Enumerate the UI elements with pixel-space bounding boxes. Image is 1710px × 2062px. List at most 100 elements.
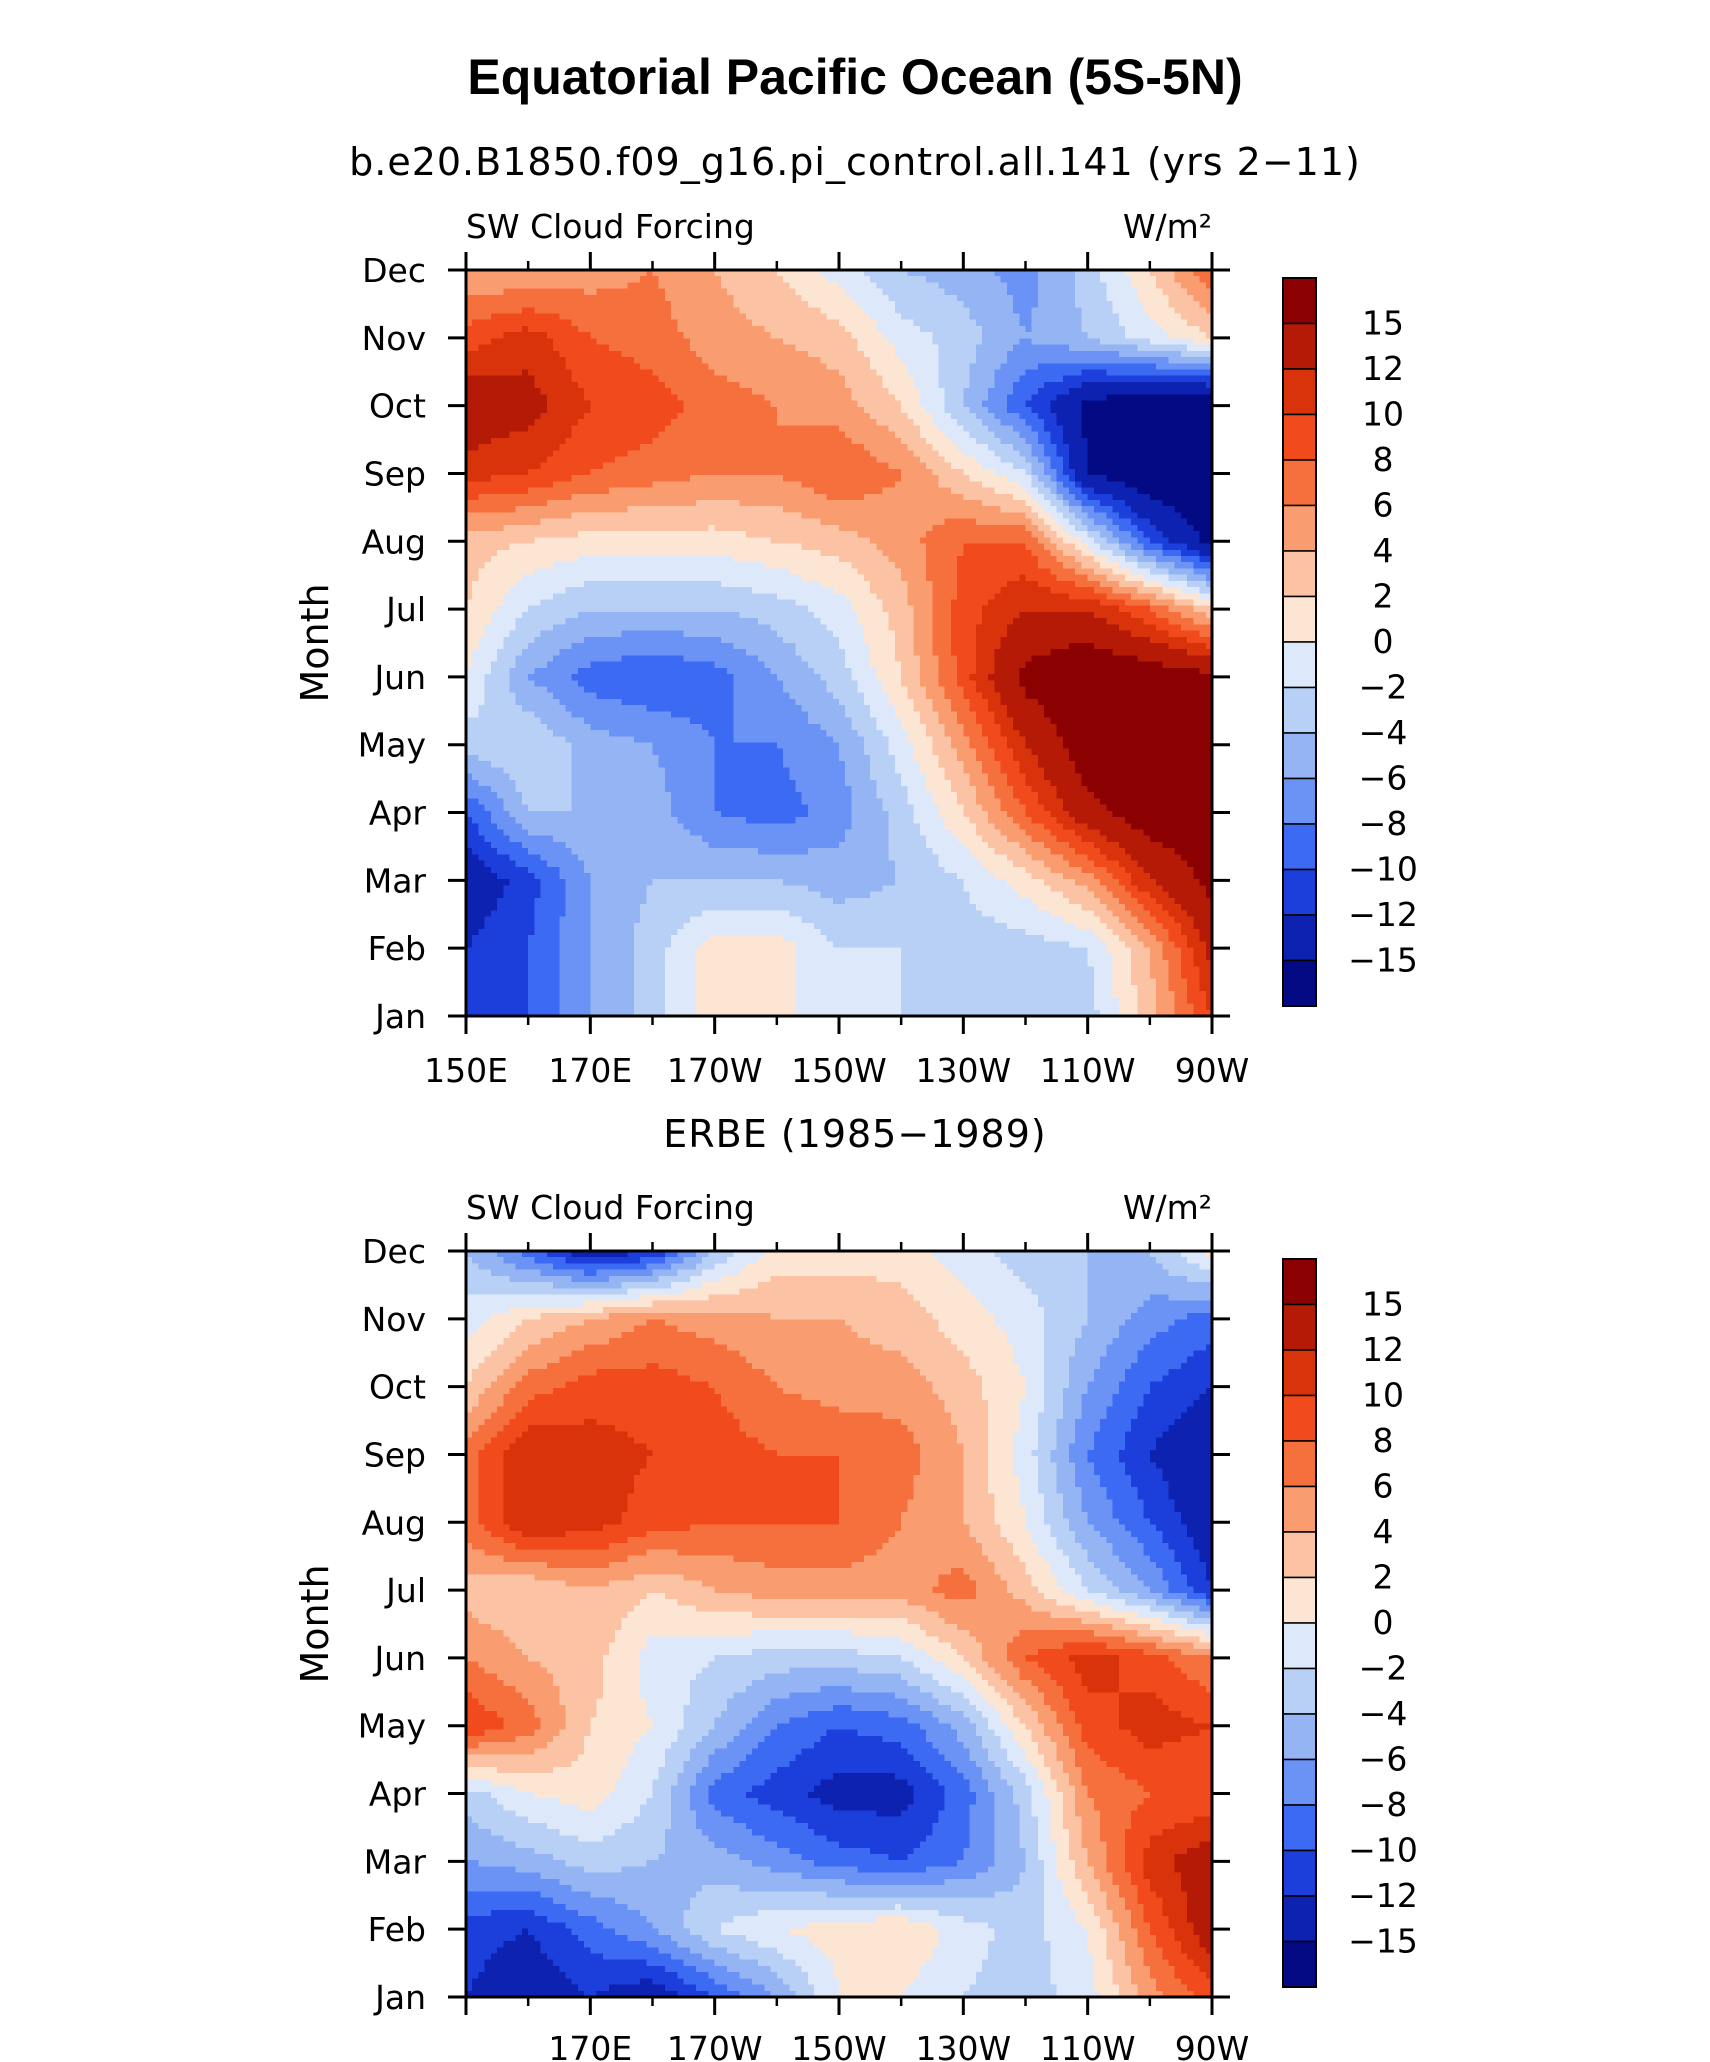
heatmap-cell: [789, 282, 796, 289]
heatmap-cell: [1144, 276, 1151, 283]
heatmap-cell: [597, 401, 604, 408]
heatmap-cell: [783, 332, 790, 339]
heatmap-cell: [497, 357, 504, 364]
heatmap-cell: [1032, 475, 1039, 482]
heatmap-cell: [808, 481, 815, 488]
heatmap-cell: [646, 432, 653, 439]
heatmap-cell: [1119, 506, 1126, 513]
heatmap-cell: [858, 332, 865, 339]
heatmap-cell: [727, 475, 734, 482]
heatmap-cell: [559, 363, 566, 370]
heatmap-cell: [839, 432, 846, 439]
heatmap-cell: [901, 481, 908, 488]
heatmap-cell: [1168, 332, 1175, 339]
heatmap-cell: [528, 363, 535, 370]
heatmap-cell: [503, 444, 510, 451]
heatmap-cell: [839, 444, 846, 451]
heatmap-cell: [758, 506, 765, 513]
heatmap-cell: [988, 419, 995, 426]
heatmap-cell: [708, 301, 715, 308]
heatmap-cell: [534, 481, 541, 488]
heatmap-cell: [963, 382, 970, 389]
heatmap-cell: [951, 289, 958, 296]
heatmap-cell: [503, 345, 510, 352]
heatmap-cell: [715, 289, 722, 296]
heatmap-cell: [1063, 413, 1070, 420]
heatmap-cell: [970, 425, 977, 432]
heatmap-cell: [1181, 376, 1188, 383]
heatmap-cell: [690, 301, 697, 308]
heatmap-cell: [1137, 494, 1144, 501]
heatmap-cell: [653, 363, 660, 370]
heatmap-cell: [889, 351, 896, 358]
heatmap-cell: [988, 475, 995, 482]
heatmap-cell: [659, 401, 666, 408]
heatmap-cell: [646, 314, 653, 321]
heatmap-cell: [777, 376, 784, 383]
heatmap-cell: [733, 457, 740, 464]
heatmap-cell: [597, 432, 604, 439]
heatmap-cell: [1162, 388, 1169, 395]
heatmap-cell: [534, 363, 541, 370]
heatmap-cell: [988, 363, 995, 370]
heatmap-cell: [478, 394, 485, 401]
heatmap-cell: [1081, 357, 1088, 364]
heatmap-cell: [1137, 332, 1144, 339]
heatmap-cell: [541, 282, 548, 289]
heatmap-cell: [485, 525, 492, 532]
heatmap-cell: [1187, 394, 1194, 401]
heatmap-cell: [957, 326, 964, 333]
heatmap-cell: [565, 438, 572, 445]
heatmap-cell: [1131, 289, 1138, 296]
heatmap-cell: [690, 475, 697, 482]
heatmap-cell: [1001, 481, 1008, 488]
heatmap-cell: [640, 307, 647, 314]
heatmap-cell: [609, 295, 616, 302]
heatmap-cell: [733, 463, 740, 470]
heatmap-cell: [1119, 357, 1126, 364]
heatmap-cell: [634, 369, 641, 376]
heatmap-cell: [553, 276, 560, 283]
heatmap-cell: [764, 475, 771, 482]
heatmap-cell: [988, 326, 995, 333]
heatmap-cell: [1044, 469, 1051, 476]
heatmap-cell: [1131, 463, 1138, 470]
heatmap-cell: [640, 332, 647, 339]
heatmap-cell: [1063, 382, 1070, 389]
heatmap-cell: [1175, 388, 1182, 395]
heatmap-cell: [528, 401, 535, 408]
heatmap-cell: [1032, 357, 1039, 364]
heatmap-cell: [1193, 463, 1200, 470]
heatmap-cell: [926, 475, 933, 482]
heatmap-cell: [510, 525, 517, 532]
heatmap-cell: [646, 488, 653, 495]
heatmap-cell: [1044, 413, 1051, 420]
heatmap-cell: [839, 289, 846, 296]
heatmap-cell: [1137, 326, 1144, 333]
heatmap-cell: [1007, 401, 1014, 408]
heatmap-cell: [1106, 369, 1113, 376]
heatmap-cell: [1144, 519, 1151, 526]
heatmap-cell: [708, 314, 715, 321]
heatmap-cell: [659, 519, 666, 526]
heatmap-cell: [547, 519, 554, 526]
heatmap-cell: [1131, 419, 1138, 426]
heatmap-cell: [783, 394, 790, 401]
heatmap-cell: [547, 320, 554, 327]
heatmap-cell: [677, 326, 684, 333]
heatmap-cell: [516, 425, 523, 432]
heatmap-cell: [690, 481, 697, 488]
heatmap-cell: [839, 351, 846, 358]
heatmap-cell: [478, 388, 485, 395]
heatmap-cell: [1013, 282, 1020, 289]
heatmap-cell: [572, 425, 579, 432]
heatmap-cell: [870, 376, 877, 383]
heatmap-cell: [1156, 488, 1163, 495]
heatmap-cell: [485, 369, 492, 376]
heatmap-cell: [1001, 351, 1008, 358]
heatmap-cell: [808, 401, 815, 408]
heatmap-cell: [1075, 488, 1082, 495]
heatmap-cell: [926, 326, 933, 333]
heatmap-cell: [727, 326, 734, 333]
heatmap-cell: [1150, 388, 1157, 395]
